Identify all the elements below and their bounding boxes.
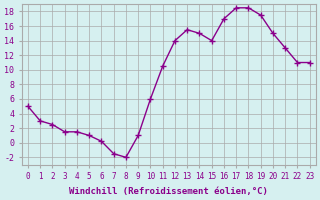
X-axis label: Windchill (Refroidissement éolien,°C): Windchill (Refroidissement éolien,°C) (69, 187, 268, 196)
